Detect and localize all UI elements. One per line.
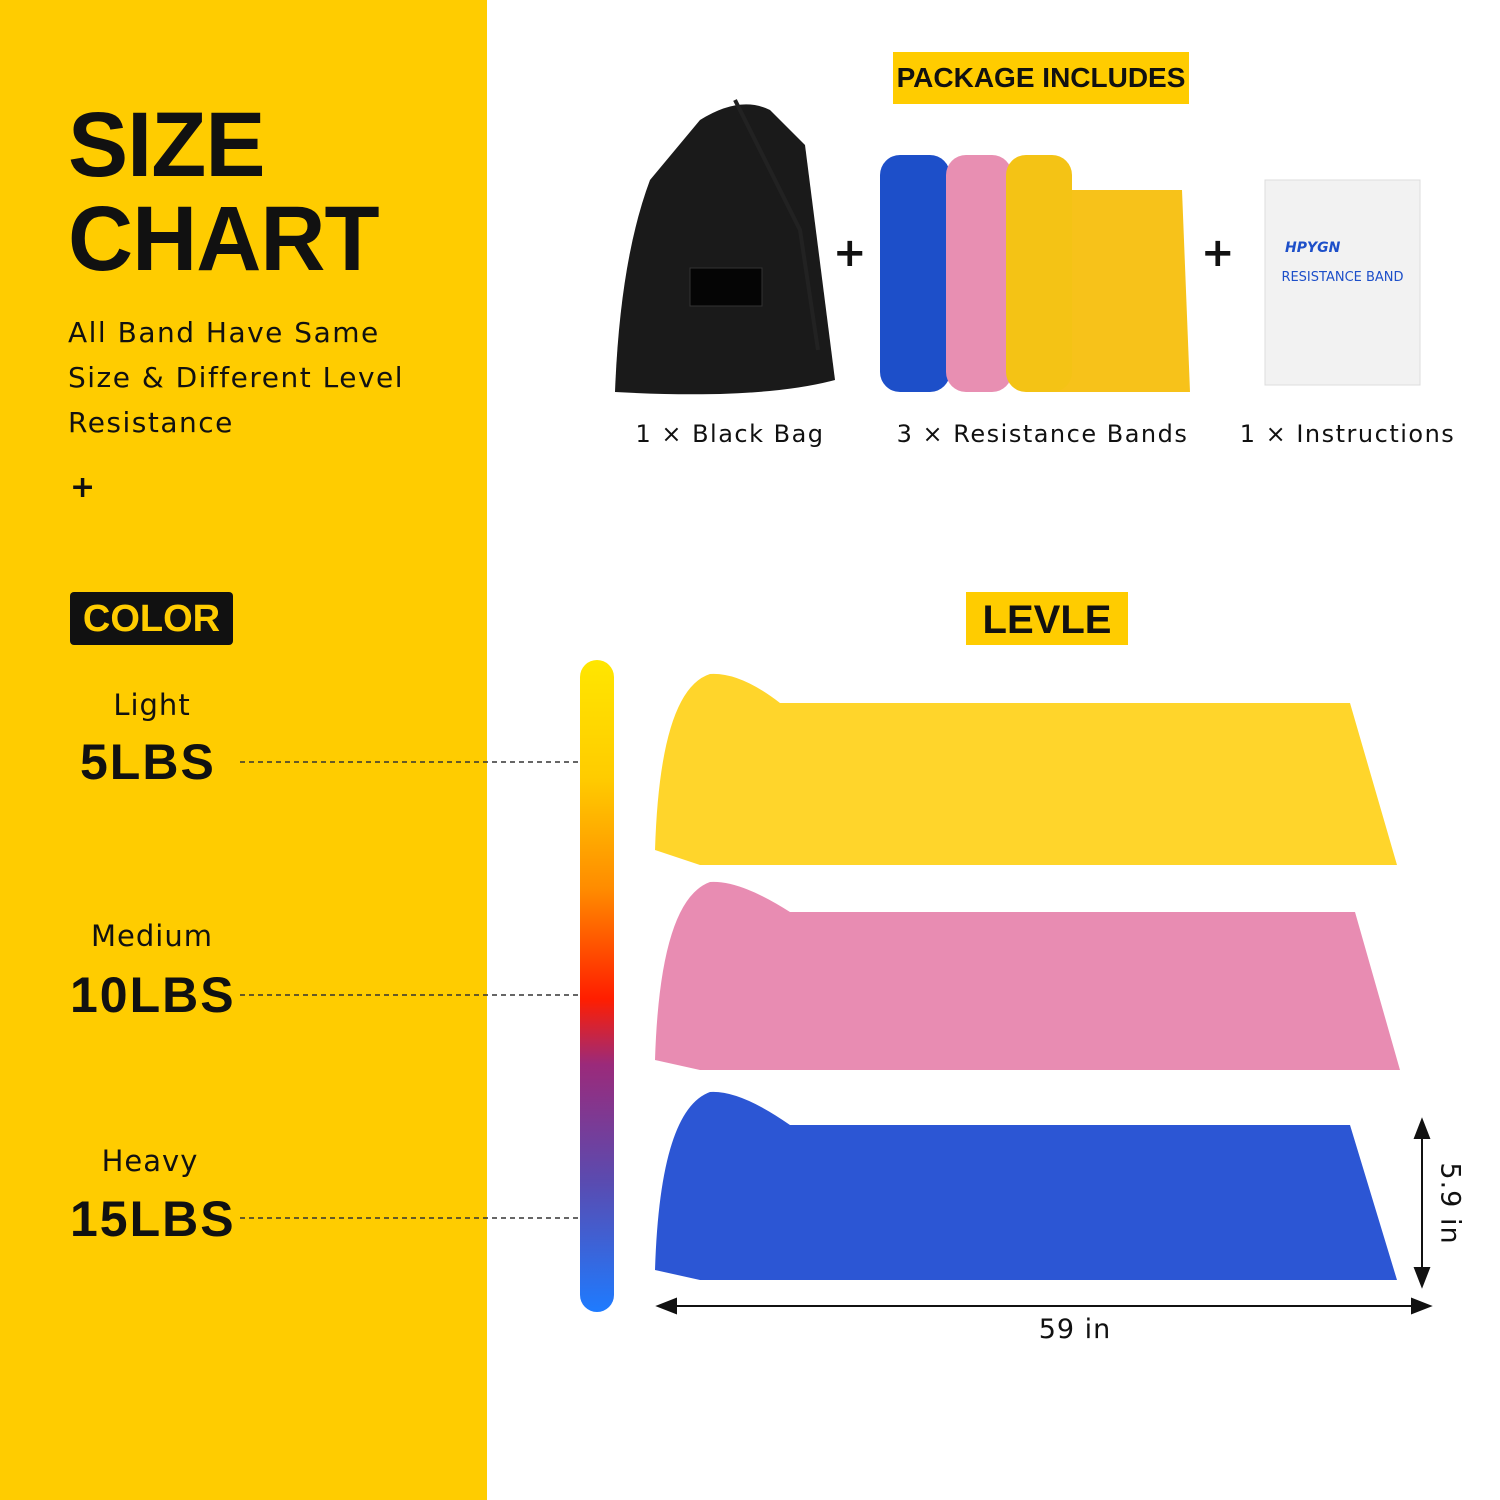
level-name: Heavy [101,1144,199,1178]
level-weight: 5LBS [80,734,216,790]
level-name: Medium [91,919,213,953]
level-gradient-bar [580,660,614,1312]
level-badge: LEVLE [982,598,1112,642]
blue-band [655,1091,1397,1280]
title-line: SIZE [68,94,265,196]
package-title: PACKAGE INCLUDES [896,62,1186,93]
level-weight: 10LBS [70,967,236,1023]
package-badge-bg [893,52,1189,104]
plus: + [833,230,867,276]
dimension-arrows [655,1117,1433,1315]
title-line: CHART [68,188,380,290]
subtitle: All Band Have Same Size & Different Leve… [68,316,405,439]
color-badge: COLOR [82,598,221,640]
instructions-card [1264,179,1421,386]
band-rolls [880,155,1190,392]
black-bag [615,99,835,395]
length-label: 59 in [1038,1314,1112,1345]
card-title: RESISTANCE BAND [1281,270,1404,285]
width-label: 5.9 in [1434,1162,1466,1245]
package-item: 1 × Instructions [1239,420,1456,448]
package-item: 1 × Black Bag [635,420,825,448]
level-badge-bg [966,592,1128,645]
level-weight: 15LBS [70,1191,236,1247]
color-badge-bg [70,592,233,645]
plus: + [70,470,96,505]
level-name: Light [113,688,191,722]
plus: + [1201,230,1235,276]
pink-band [655,881,1400,1070]
left-panel [0,0,487,1500]
yellow-band [655,673,1397,865]
card-brand: HPYGN [1285,240,1341,256]
leader-lines [240,761,580,1219]
package-item: 3 × Resistance Bands [896,420,1189,448]
